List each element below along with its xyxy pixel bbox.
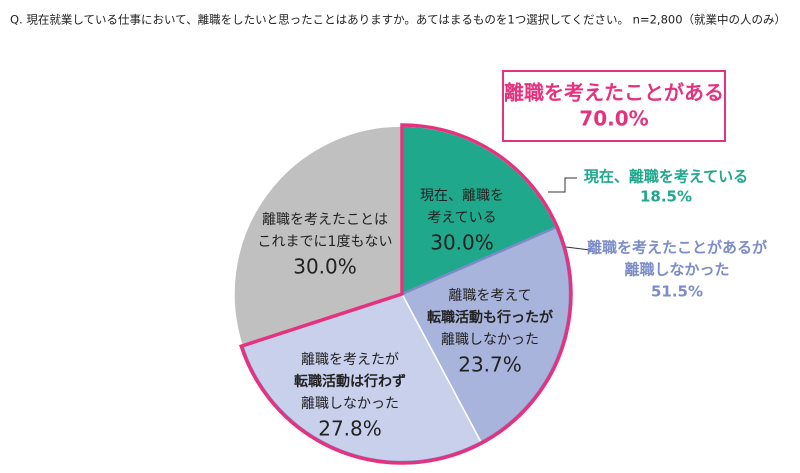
slice-label: 離職を考えて: [448, 287, 531, 304]
annotation: 18.5%: [640, 188, 692, 206]
annotation: 離職を考えたことがある: [504, 81, 724, 105]
annotation: 現在、離職を考えている: [584, 168, 748, 186]
slice-label: 転職活動も行ったが: [427, 309, 554, 326]
group-outline: [239, 123, 573, 465]
slice-percent: 30.0%: [430, 231, 494, 255]
slice-label: 転職活動は行わず: [294, 373, 406, 390]
pie-slice: [233, 125, 403, 347]
annotation: 離職を考えたことがあるが: [587, 239, 768, 257]
leader-line: [548, 177, 577, 193]
annotation: 51.5%: [651, 283, 703, 301]
slice-label: 現在、離職を: [420, 187, 504, 204]
callout-box: [502, 70, 726, 142]
slice-label: 離職しなかった: [301, 395, 399, 412]
slice-label: 離職を考えたが: [301, 351, 399, 368]
annotation: 70.0%: [579, 107, 648, 131]
slice-label: 離職を考えたことは: [262, 211, 388, 228]
annotation: 離職しなかった: [624, 261, 729, 279]
slice-label: 考えている: [427, 210, 496, 226]
slice-label: これまでに1度もない: [258, 234, 393, 250]
slice-percent: 27.8%: [318, 417, 382, 441]
slice-percent: 23.7%: [458, 353, 522, 377]
slice-label: 離職しなかった: [441, 331, 539, 348]
slice-percent: 30.0%: [293, 255, 357, 279]
chart-title: Q. 現在就業している仕事において、離職をしたいと思ったことはありますか。あては…: [10, 13, 786, 27]
